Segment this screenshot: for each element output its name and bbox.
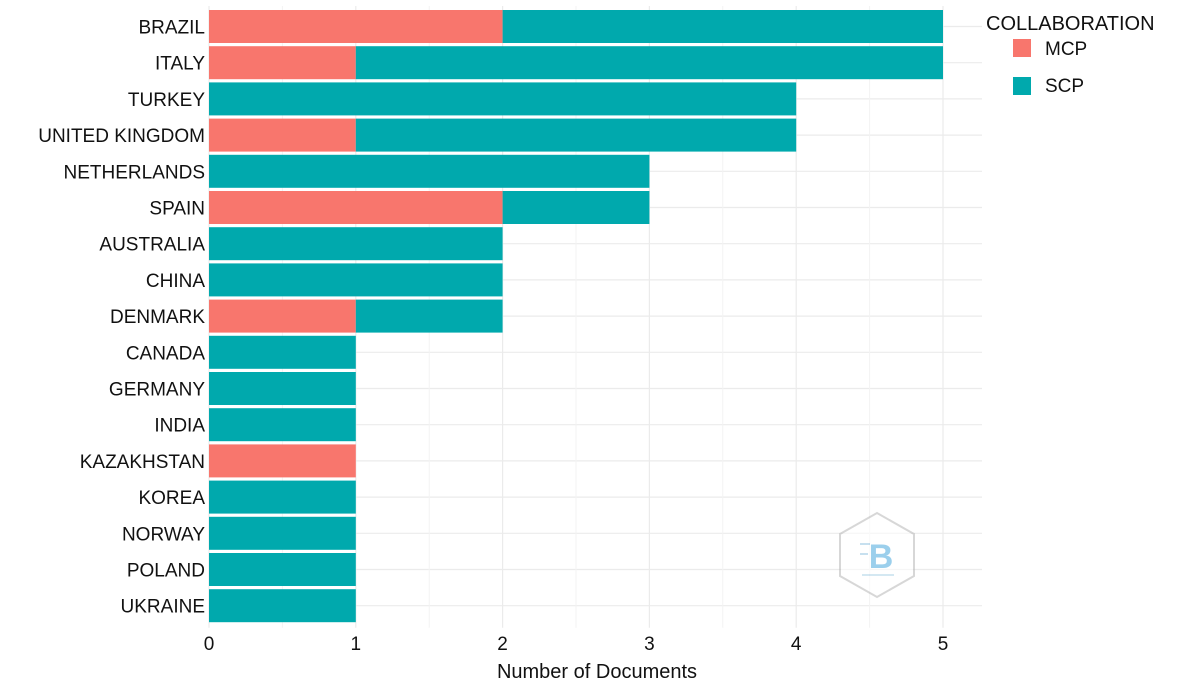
y-tick-label: UNITED KINGDOM <box>38 126 205 147</box>
bar-scp-poland <box>209 553 356 586</box>
bar-mcp-spain <box>209 191 503 224</box>
y-tick-label: POLAND <box>127 561 205 582</box>
legend-swatch-mcp <box>1013 39 1031 57</box>
y-tick-label: CHINA <box>146 271 205 292</box>
bar-scp-australia <box>209 227 503 261</box>
x-tick-label: 0 <box>204 634 215 655</box>
legend-label-scp: SCP <box>1045 76 1084 97</box>
watermark-hexagon <box>839 511 915 599</box>
x-tick-label: 2 <box>497 634 508 655</box>
y-tick-label: NETHERLANDS <box>64 162 205 183</box>
bar-scp-korea <box>209 480 356 514</box>
bar-mcp-united-kingdom <box>209 118 356 152</box>
y-tick-label: SPAIN <box>149 199 205 220</box>
legend-title: COLLABORATION <box>986 13 1155 35</box>
bar-scp-india <box>209 408 356 442</box>
y-tick-label: GERMANY <box>109 380 205 401</box>
bar-scp-brazil <box>502 10 943 43</box>
bar-scp-united-kingdom <box>355 118 797 152</box>
bar-scp-china <box>209 263 503 297</box>
y-tick-label: BRAZIL <box>138 18 205 39</box>
bar-scp-turkey <box>209 82 797 116</box>
watermark-b-letter: B <box>869 538 894 576</box>
bar-scp-germany <box>209 372 356 405</box>
x-tick-label: 5 <box>938 634 949 655</box>
bar-scp-ukraine <box>209 589 356 623</box>
bar-scp-norway <box>209 516 356 550</box>
watermark-logo: B <box>839 511 915 599</box>
bar-mcp-kazakhstan <box>209 444 356 478</box>
x-tick-label: 1 <box>351 634 362 655</box>
y-axis-labels: BRAZIL ITALY TURKEY UNITED KINGDOM NETHERLAN… <box>38 18 205 618</box>
bar-scp-denmark <box>355 299 503 333</box>
y-tick-label: DENMARK <box>110 307 205 328</box>
x-tick-label: 4 <box>791 634 802 655</box>
bar-scp-italy <box>355 46 943 80</box>
bar-mcp-denmark <box>209 299 356 333</box>
x-axis-labels: 0 1 2 3 4 5 <box>204 634 949 655</box>
y-tick-label: UKRAINE <box>121 597 205 618</box>
bar-scp-canada <box>209 335 356 369</box>
legend-swatch-scp <box>1013 77 1031 95</box>
y-tick-label: TURKEY <box>128 90 205 111</box>
y-tick-label: AUSTRALIA <box>99 235 205 256</box>
bar-scp-spain <box>502 191 650 224</box>
bar-scp-netherlands <box>209 154 650 188</box>
bar-mcp-italy <box>209 46 356 80</box>
x-tick-label: 3 <box>644 634 655 655</box>
x-axis-title: Number of Documents <box>497 661 697 682</box>
y-tick-label: ITALY <box>155 54 205 75</box>
legend: COLLABORATION MCP SCP <box>986 13 1155 97</box>
y-tick-label: KOREA <box>138 488 205 509</box>
bars <box>209 10 943 623</box>
y-tick-label: INDIA <box>154 416 205 437</box>
legend-label-mcp: MCP <box>1045 39 1087 60</box>
y-tick-label: KAZAKHSTAN <box>80 452 205 473</box>
y-tick-label: NORWAY <box>122 524 205 545</box>
bar-mcp-brazil <box>209 10 503 43</box>
y-tick-label: CANADA <box>126 343 206 364</box>
